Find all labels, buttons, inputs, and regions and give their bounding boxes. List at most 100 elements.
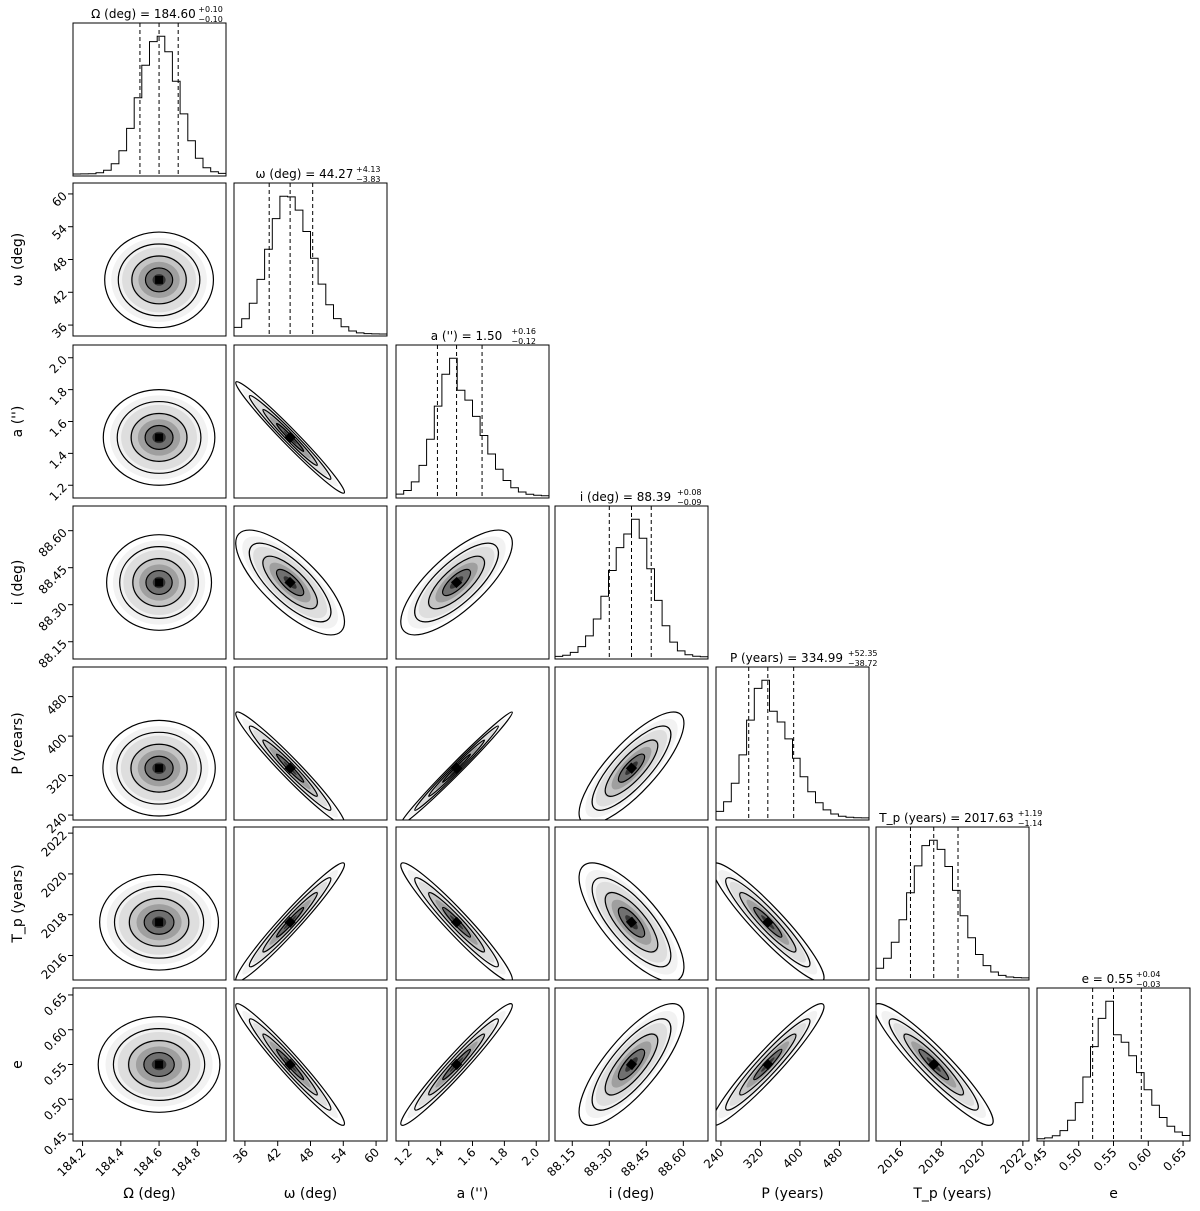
panel-p-vs-omega <box>233 666 388 821</box>
title-i-lower-error: −0.09 <box>677 498 702 507</box>
histogram-omega <box>233 195 387 336</box>
panel-tp-vs-p <box>715 826 870 981</box>
contour-level-3 <box>400 711 513 820</box>
y-tick-label-a: 1.6 <box>47 417 70 440</box>
x-tick-label-p: 400 <box>780 1145 806 1171</box>
y-tick-label-p: 320 <box>44 771 70 797</box>
density-tp-vs-omega <box>235 862 346 980</box>
contour-level-1 <box>428 891 486 953</box>
y-tick-label-omega: 54 <box>49 222 70 243</box>
titles-layer: Ω (deg) = 184.60 +0.10−0.10 ω (deg) = 44.2… <box>91 5 1160 989</box>
title-omega-lower-error: −3.83 <box>356 175 381 184</box>
density-peak <box>762 1058 774 1071</box>
panel-frame <box>554 987 709 1142</box>
contour-level-3 <box>716 1003 825 1126</box>
contour-level-2 <box>591 725 672 811</box>
contour-level-0 <box>144 267 174 293</box>
y-tick-label-a: 1.4 <box>47 448 70 471</box>
panel-omega-vs-omega: 36 42 48 54 60 <box>49 182 227 341</box>
contour-level-1 <box>262 891 318 953</box>
density-peak <box>450 1058 463 1071</box>
contour-level-1 <box>604 1033 659 1096</box>
density-peak <box>155 1060 164 1069</box>
panel-p-vs-p <box>715 666 870 821</box>
contour-level-1 <box>903 1033 965 1096</box>
contour-level-2 <box>248 1018 332 1111</box>
y-tick-label-i: 88.15 <box>36 637 70 671</box>
contour-level-3 <box>400 1003 513 1126</box>
x-tick-label-e: 0.65 <box>1160 1145 1189 1174</box>
title-e-lower-error: −0.03 <box>1136 980 1161 989</box>
y-tick-label-omega: 48 <box>49 255 70 276</box>
x-tick-label-omega: 48 <box>296 1145 317 1166</box>
contour-level-0 <box>144 424 174 450</box>
contour-level-1 <box>262 739 318 797</box>
contour-level-3 <box>102 719 216 817</box>
density-i-vs-a <box>400 529 513 636</box>
x-axis-label-a: a ('') <box>457 1186 489 1202</box>
density-peak <box>155 918 164 927</box>
panel-frame <box>395 987 550 1142</box>
x-tick-label-a: 2.0 <box>519 1145 542 1168</box>
title-a-lower-error: −0.12 <box>511 337 536 346</box>
density-peak <box>284 916 296 928</box>
title-e-upper-error: +0.04 <box>1136 970 1161 979</box>
x-tick-label-p: 480 <box>819 1145 845 1171</box>
x-axis-label-p: P (years) <box>761 1186 823 1202</box>
y-tick-label-a: 1.8 <box>47 385 70 408</box>
contour-level-3 <box>99 873 220 971</box>
contour-level-2 <box>119 546 199 619</box>
panel-e-vs-omega: 36 42 48 54 60 <box>230 987 388 1166</box>
panels-layer: 36424854601.21.41.61.82.088.1588.3088.45… <box>36 22 1191 1179</box>
density-omega-vs-omega <box>104 231 215 329</box>
contour-level-3 <box>235 381 346 494</box>
x-tick-label-e: 0.60 <box>1126 1145 1155 1174</box>
y-axis-label-p: P (years) <box>10 712 26 774</box>
contour-level-1 <box>262 555 318 610</box>
density-e-vs-omega <box>235 1003 346 1126</box>
y-tick-label-i: 88.30 <box>36 600 70 634</box>
contour-level-2 <box>248 725 332 811</box>
panel-i-vs-omega <box>233 505 388 660</box>
contour-level-1 <box>604 739 659 797</box>
density-peak <box>762 916 774 928</box>
contour-level-3 <box>876 1003 994 1126</box>
contour-level-1 <box>131 255 187 305</box>
contour-level-3 <box>235 711 346 820</box>
contour-level-2 <box>113 885 205 959</box>
contour-level-1 <box>604 891 659 953</box>
contour-level-3 <box>102 389 216 486</box>
contour-level-3 <box>578 862 685 980</box>
y-axis-label-i: i (deg) <box>10 560 26 606</box>
density-peak <box>625 762 638 774</box>
y-tick-label-tp: 2022 <box>38 828 69 859</box>
contour-level-2 <box>112 1028 206 1101</box>
density-p-vs-omega <box>102 719 216 817</box>
y-axis-label-omega: ω (deg) <box>10 233 26 286</box>
title-omega-lower-error: −0.10 <box>198 15 223 24</box>
contour-level-1 <box>428 555 486 610</box>
density-peak <box>284 1058 296 1071</box>
x-tick-label-e: 0.45 <box>1021 1145 1050 1174</box>
contour-level-0 <box>143 909 175 935</box>
y-tick-label-omega: 42 <box>49 287 70 308</box>
contour-level-0 <box>617 753 646 783</box>
x-tick-label-omega: 184.8 <box>169 1145 203 1179</box>
panel-a-vs-a <box>395 344 550 499</box>
density-peak <box>284 762 296 774</box>
contour-level-2 <box>116 731 202 805</box>
density-p-vs-a <box>400 711 513 820</box>
x-tick-label-tp: 2018 <box>916 1145 947 1176</box>
y-tick-label-a: 1.2 <box>47 480 70 503</box>
x-tick-label-i: 88.60 <box>655 1145 689 1179</box>
panel-tp-vs-omega <box>233 826 388 981</box>
histogram-p <box>715 679 869 820</box>
x-axis-label-omega: ω (deg) <box>284 1186 337 1202</box>
x-tick-label-omega: 184.4 <box>93 1145 127 1179</box>
y-tick-label-e: 0.55 <box>41 1060 70 1089</box>
density-tp-vs-p <box>716 862 825 980</box>
contour-level-2 <box>248 395 332 480</box>
x-axis-label-i: i (deg) <box>609 1186 655 1202</box>
density-e-vs-tp <box>876 1003 994 1126</box>
